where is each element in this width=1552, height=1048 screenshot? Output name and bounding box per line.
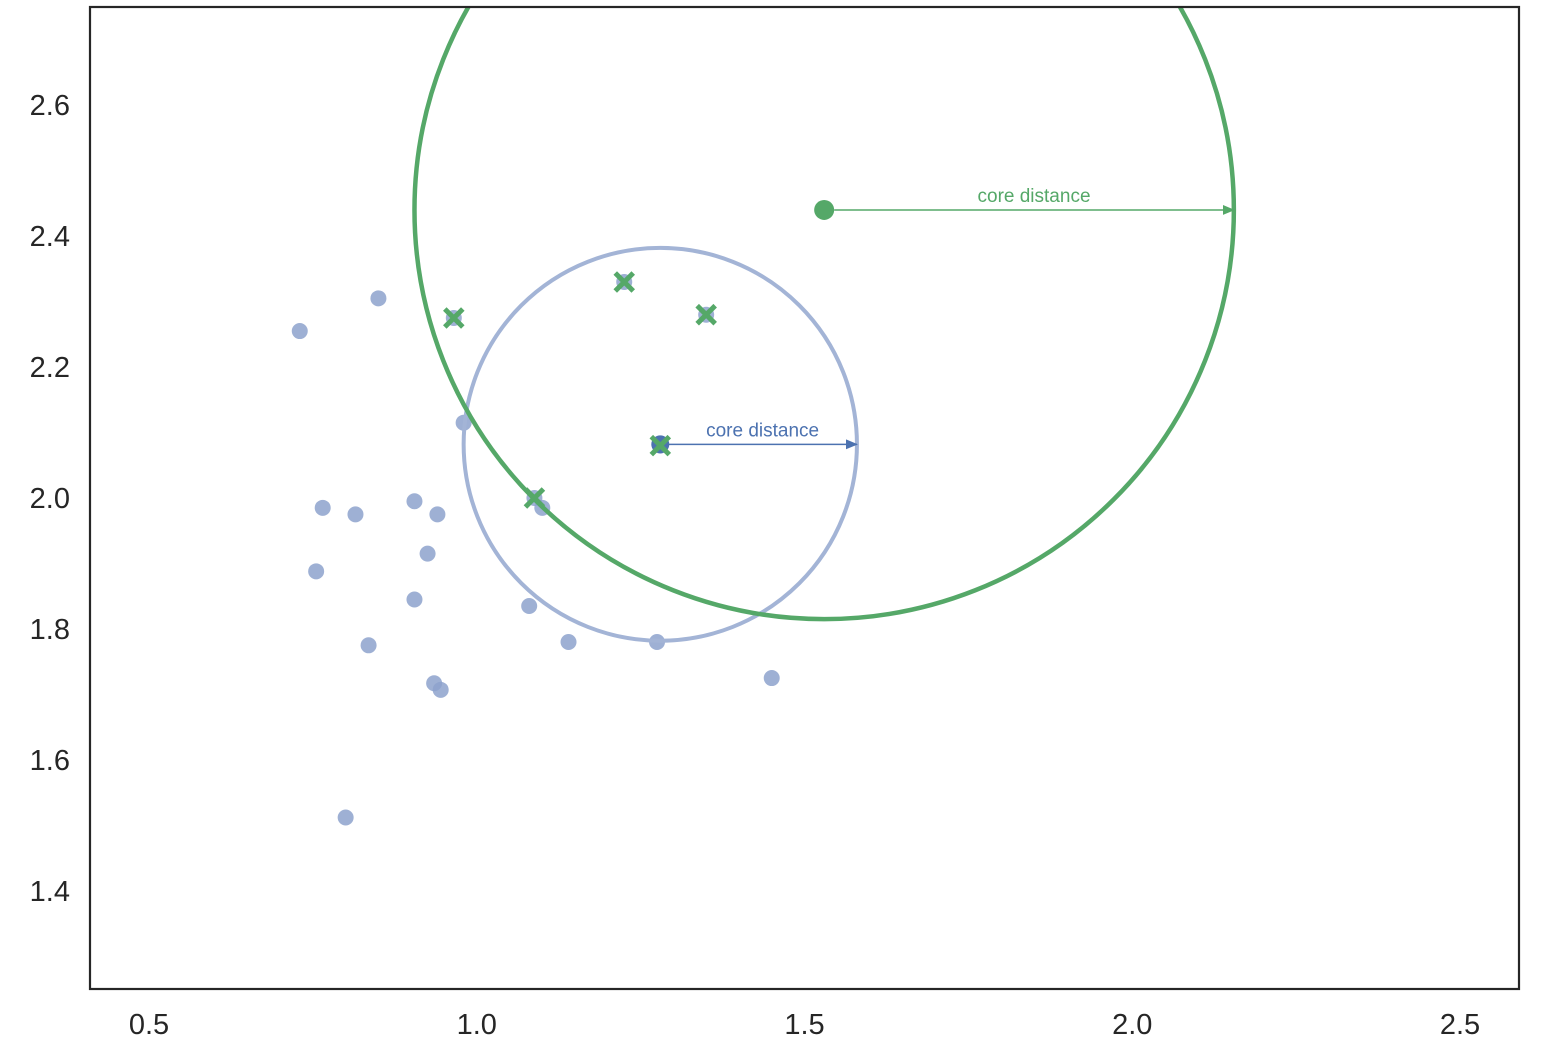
neighbor-x-marker xyxy=(695,303,717,326)
data-point xyxy=(370,290,387,307)
y-tick-label: 2.4 xyxy=(30,221,70,253)
y-tick-label: 1.8 xyxy=(30,614,70,646)
neighbor-x-marker xyxy=(649,434,672,457)
green-core-distance-label: core distance xyxy=(978,186,1091,207)
data-point xyxy=(560,634,577,651)
x-axis-ticks: 0.5 1.0 1.5 2.0 2.5 xyxy=(129,1009,1480,1041)
data-point xyxy=(291,323,308,340)
data-point xyxy=(763,670,780,687)
core-distance-annotations: core distance core distance xyxy=(668,186,1235,450)
neighbor-x-marker xyxy=(523,487,546,509)
plot-background xyxy=(90,7,1519,989)
data-point xyxy=(521,598,538,615)
data-point xyxy=(314,499,331,516)
blue-core-distance-label: core distance xyxy=(706,420,819,441)
green-core-point xyxy=(814,199,835,220)
axes-frame xyxy=(88,5,1521,991)
x-tick-label: 2.0 xyxy=(1112,1009,1152,1041)
data-point xyxy=(360,637,377,654)
x-tick-label: 1.0 xyxy=(457,1009,497,1041)
neighbor-x-marker xyxy=(443,307,465,329)
y-tick-label: 1.4 xyxy=(30,876,70,908)
y-axis-ticks: 1.4 1.6 1.8 2.0 2.2 2.4 2.6 xyxy=(30,90,70,908)
data-point xyxy=(419,545,436,562)
data-point xyxy=(337,809,354,826)
data-point xyxy=(432,681,449,698)
data-point xyxy=(406,493,423,510)
data-point xyxy=(429,506,446,523)
x-tick-label: 2.5 xyxy=(1440,1009,1480,1041)
x-tick-label: 0.5 xyxy=(129,1009,169,1041)
data-point xyxy=(308,563,325,580)
plot-area: core distance core distance xyxy=(291,7,1236,826)
y-tick-label: 2.0 xyxy=(30,483,70,515)
x-tick-label: 1.5 xyxy=(784,1009,824,1041)
neighbor-x-marker xyxy=(613,271,636,293)
y-tick-label: 2.2 xyxy=(30,352,70,384)
y-tick-label: 2.6 xyxy=(30,90,70,122)
y-tick-label: 1.6 xyxy=(30,745,70,777)
neighbor-markers xyxy=(443,199,835,509)
data-point xyxy=(347,506,364,523)
data-point xyxy=(406,591,423,608)
